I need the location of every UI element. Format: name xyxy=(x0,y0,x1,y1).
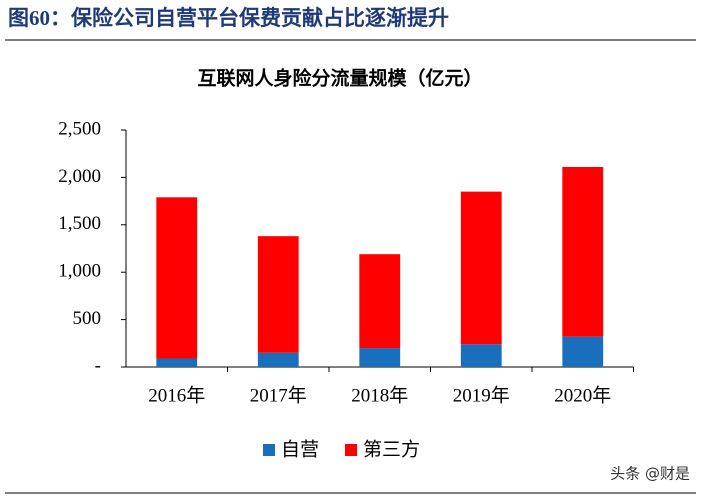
watermark: 头条 @财是 xyxy=(610,465,690,483)
y-tick-label: 2,500 xyxy=(58,118,101,139)
x-tick-label: 2019年 xyxy=(453,384,510,406)
x-tick-label: 2016年 xyxy=(148,384,205,406)
y-tick-label: - xyxy=(95,355,101,376)
bar-segment xyxy=(562,166,604,337)
bar-segment xyxy=(257,236,299,353)
bar-segment xyxy=(460,344,502,367)
bar-segment xyxy=(562,336,604,367)
legend-label: 第三方 xyxy=(363,438,420,460)
bar-segment xyxy=(156,197,198,359)
x-tick-label: 2018年 xyxy=(351,384,408,406)
x-tick-label: 2017年 xyxy=(250,384,307,406)
x-tick-label: 2020年 xyxy=(554,384,611,406)
y-tick-label: 500 xyxy=(73,308,102,329)
bar-segment xyxy=(359,348,401,367)
y-tick-label: 1,000 xyxy=(58,261,101,282)
figure-title: 图60：保险公司自营平台保费贡献占比逐渐提升 xyxy=(8,6,449,30)
bar-segment xyxy=(257,352,299,367)
legend-swatch xyxy=(345,444,357,456)
chart-title: 互联网人身险分流量规模（亿元） xyxy=(197,66,482,89)
bar-segment xyxy=(460,191,502,345)
y-tick-label: 1,500 xyxy=(58,213,101,234)
y-tick-label: 2,000 xyxy=(58,166,101,187)
bar-segment xyxy=(156,358,198,367)
legend-swatch xyxy=(263,444,275,456)
bar-segment xyxy=(359,254,401,349)
legend-label: 自营 xyxy=(281,438,319,460)
